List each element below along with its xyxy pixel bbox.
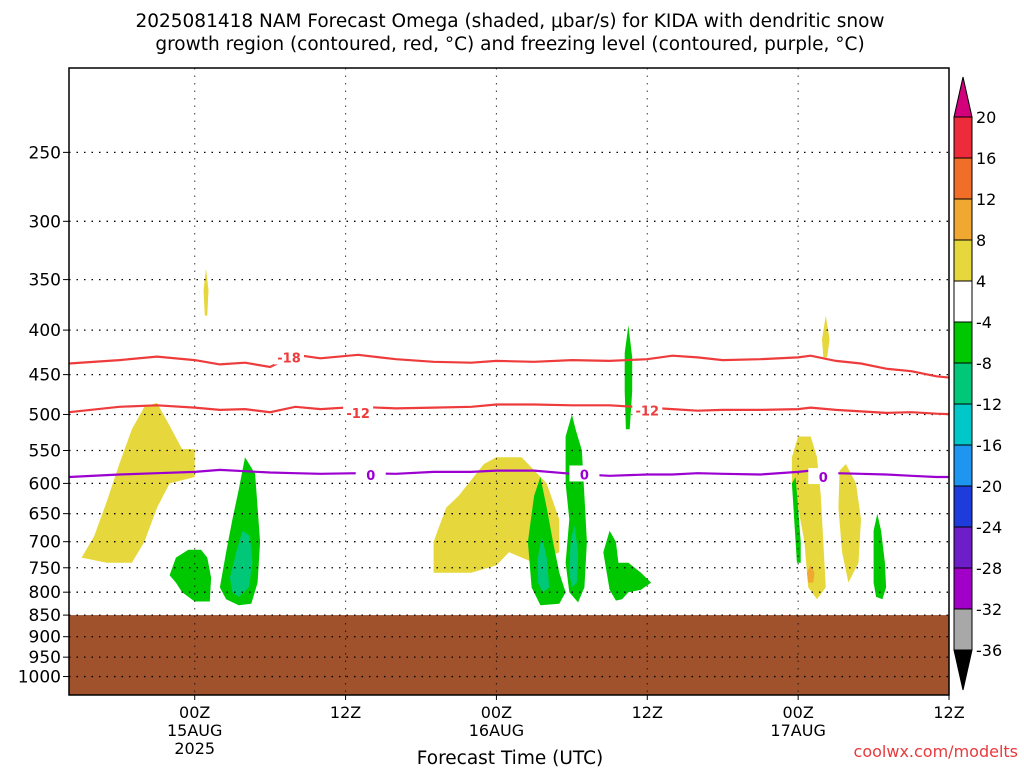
plot-frame (68, 67, 950, 696)
y-tick-label: 450 (29, 366, 61, 386)
contour-label-bg (569, 465, 600, 482)
ground-fill (69, 615, 949, 695)
x-tick-date-label: 15AUG (167, 721, 222, 740)
colorbar-swatch (953, 608, 973, 651)
x-axis-ticks: 00Z15AUG202512Z00Z16AUG12Z00Z17AUG12Z00Z… (167, 695, 965, 758)
colorbar-swatch (953, 280, 973, 323)
contour-line--18 (69, 353, 949, 379)
colorbar-swatch (953, 526, 973, 569)
colorbar-swatch (953, 321, 973, 364)
y-tick-label: 350 (29, 271, 61, 291)
omega-region-17 (873, 513, 887, 600)
chart-title-line2: growth region (contoured, red, °C) and f… (155, 34, 864, 55)
omega-region-7 (169, 549, 212, 602)
contour-label: -18 (277, 351, 301, 366)
x-tick-label: 00Z (179, 703, 210, 722)
y-tick-label: 300 (29, 212, 61, 232)
credit-text: coolwx.com/modelts (854, 742, 1018, 761)
omega-region-0 (81, 402, 195, 563)
omega-region-14 (624, 325, 633, 430)
contour-label: 0 (366, 469, 375, 484)
colorbar: 20 16 12 8 4 -4 -8 -12 -16 -20 -24 -28 -32 -36 (953, 76, 1002, 691)
colorbar-label: -8 (976, 354, 992, 373)
colorbar-label: -4 (976, 313, 992, 332)
colorbar-label: -24 (976, 518, 1002, 537)
y-tick-label: 250 (29, 143, 61, 163)
contour-label-bg (355, 466, 386, 483)
contour-label: -12 (346, 407, 370, 422)
y-tick-label: 850 (29, 606, 61, 626)
colorbar-bottom-arrow (953, 649, 973, 691)
colorbar-label: -12 (976, 395, 1002, 414)
x-tick-label: 00Z (481, 703, 512, 722)
y-tick-label: 650 (29, 505, 61, 525)
contour-label-bg (632, 401, 663, 418)
omega-region-10 (527, 477, 566, 606)
colorbar-label: -28 (976, 559, 1002, 578)
omega-region-9 (229, 530, 253, 597)
y-tick-label: 400 (29, 321, 61, 341)
contour-label: 0 (819, 471, 828, 486)
colorbar-swatch (953, 116, 973, 159)
colorbar-label: 4 (976, 272, 986, 291)
colorbar-label: -20 (976, 477, 1002, 496)
temperature-contours: -18-12 -12-120 0 0 (69, 348, 949, 486)
colorbar-label: -32 (976, 600, 1002, 619)
y-tick-label: 700 (29, 533, 61, 553)
colorbar-swatch (953, 157, 973, 200)
colorbar-swatch (953, 485, 973, 528)
colorbar-swatch (953, 198, 973, 241)
colorbar-label: -16 (976, 436, 1002, 455)
colorbar-swatch (953, 239, 973, 282)
y-tick-label: 900 (29, 628, 61, 648)
colorbar-swatch (953, 403, 973, 446)
contour-label-bg (343, 403, 374, 420)
x-tick-label: 00Z (782, 703, 813, 722)
chart-title-line1: 2025081418 NAM Forecast Omega (shaded, μ… (135, 11, 884, 32)
colorbar-label: -36 (976, 641, 1002, 660)
y-tick-label: 1000 (18, 668, 61, 688)
omega-region-5 (838, 464, 861, 583)
y-tick-label: 800 (29, 583, 61, 603)
contour-label-bg (808, 468, 839, 485)
x-tick-label: 12Z (632, 703, 663, 722)
colorbar-label: 8 (976, 231, 986, 250)
y-tick-label: 550 (29, 442, 61, 462)
x-tick-label: 12Z (933, 703, 964, 722)
omega-region-15 (603, 530, 652, 601)
colorbar-label: 16 (976, 149, 996, 168)
x-tick-date-label: 17AUG (770, 721, 825, 740)
colorbar-swatch (953, 362, 973, 405)
omega-region-12 (537, 536, 550, 593)
contour-label: -12 (636, 405, 660, 420)
omega-region-4 (822, 315, 830, 358)
x-axis-label: Forecast Time (UTC) (417, 748, 603, 768)
ground-layer (69, 615, 949, 695)
colorbar-swatch (953, 444, 973, 487)
omega-region-19 (806, 565, 815, 583)
colorbar-swatch (953, 567, 973, 610)
colorbar-label: 20 (976, 108, 996, 127)
colorbar-top-arrow (953, 76, 973, 118)
x-tick-year-label: 2025 (174, 739, 215, 758)
x-tick-date-label: 16AUG (469, 721, 524, 740)
y-tick-label: 600 (29, 474, 61, 494)
omega-region-13 (569, 525, 579, 588)
contour-label: 0 (580, 468, 589, 483)
x-tick-label: 12Z (330, 703, 361, 722)
contour-line-0 (69, 468, 949, 479)
y-tick-label: 950 (29, 648, 61, 668)
colorbar-label: 12 (976, 190, 996, 209)
plot-background (69, 68, 949, 695)
contour-line--12 (69, 403, 949, 416)
omega-region-1 (203, 268, 209, 316)
omega-region-2 (433, 457, 560, 573)
y-tick-label: 750 (29, 559, 61, 579)
contour-label-bg (274, 348, 304, 365)
y-tick-label: 500 (29, 405, 61, 425)
y-axis-ticks: 2503003504004505005506006507007508008509… (18, 143, 69, 688)
